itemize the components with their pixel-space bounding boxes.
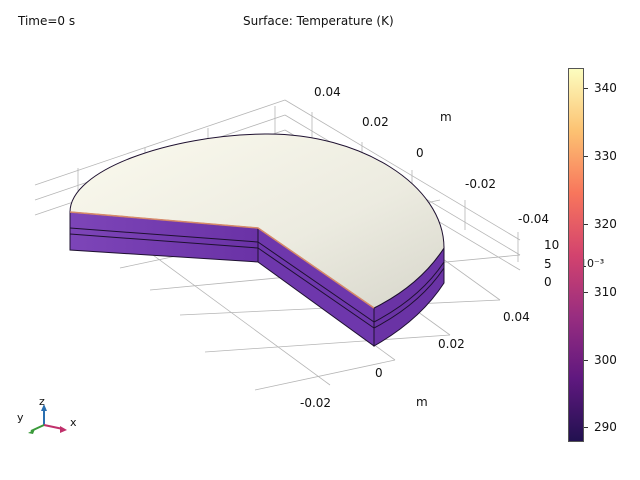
colorbar-tick	[584, 427, 588, 428]
colorbar-label: 320	[594, 217, 617, 231]
colorbar-label: 310	[594, 285, 617, 299]
colorbar-tick	[584, 360, 588, 361]
rim-highlight	[69, 211, 375, 309]
x-tick-label: 0.04	[503, 310, 530, 324]
y-tick-label: 0	[416, 146, 424, 160]
z-tick-label: 5	[544, 257, 552, 271]
x-tick-label: -0.02	[300, 396, 332, 410]
colorbar-tick	[584, 224, 588, 225]
time-label: Time=0 s	[18, 14, 76, 28]
colorbar-tick	[584, 292, 588, 293]
triad-x-label: x	[70, 416, 77, 429]
plot-title: Surface: Temperature (K)	[243, 14, 394, 28]
x-tick-label: 0.02	[438, 337, 465, 351]
colorbar-tick	[584, 156, 588, 157]
x-tick-label: 0	[375, 366, 383, 380]
y-tick-label: 0.02	[362, 115, 389, 129]
colorbar-label: 330	[594, 149, 617, 163]
cylinder-top-surface	[69, 133, 445, 309]
x-axis-unit: m	[416, 395, 428, 409]
z-tick-label: 0	[544, 275, 552, 289]
temperature-colorbar	[568, 68, 584, 442]
triad-z-label: z	[39, 395, 45, 408]
colorbar-tick	[584, 88, 588, 89]
y-tick-label: -0.04	[518, 212, 550, 226]
z-tick-label: 10	[544, 238, 560, 252]
z-axis-scale: 10⁻³	[580, 257, 605, 270]
colorbar-label: 290	[594, 420, 617, 434]
y-tick-label: 0.04	[314, 85, 341, 99]
triad-y-label: y	[17, 411, 24, 424]
axis-triad	[28, 404, 67, 434]
colorbar-label: 300	[594, 353, 617, 367]
y-tick-label: -0.02	[465, 177, 497, 191]
y-axis-unit: m	[440, 110, 452, 124]
colorbar-label: 340	[594, 81, 617, 95]
